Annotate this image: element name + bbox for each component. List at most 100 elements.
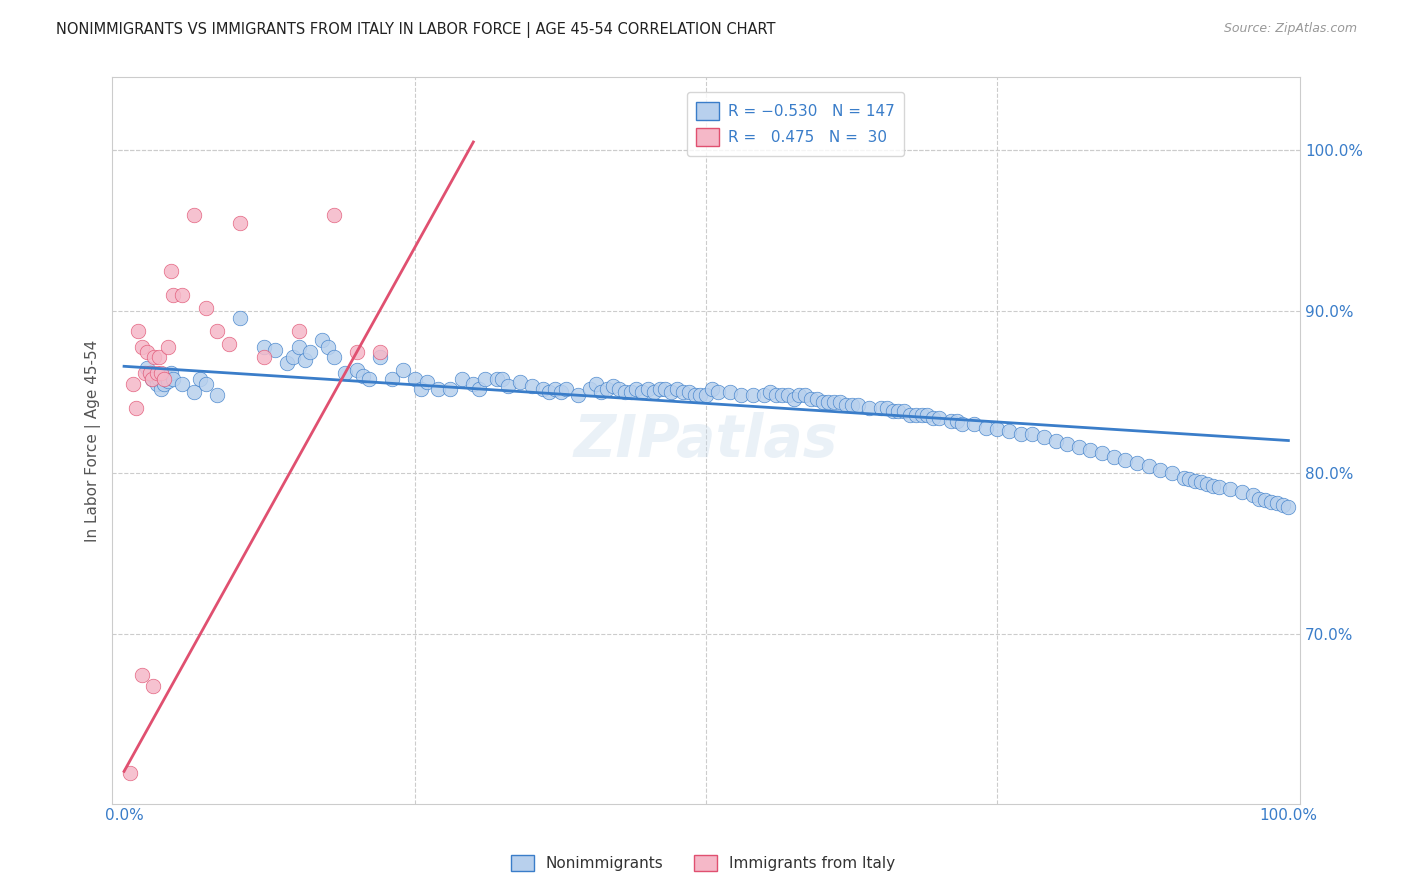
Point bbox=[882, 404, 904, 418]
Point bbox=[659, 385, 682, 400]
Point bbox=[368, 350, 391, 364]
Point bbox=[1067, 440, 1090, 454]
Point bbox=[654, 382, 676, 396]
Point bbox=[172, 288, 194, 302]
Point bbox=[416, 376, 439, 390]
Point bbox=[138, 366, 160, 380]
Point bbox=[1208, 480, 1230, 494]
Point bbox=[155, 369, 177, 384]
Point bbox=[183, 208, 205, 222]
Point bbox=[357, 372, 380, 386]
Point bbox=[294, 352, 316, 367]
Point bbox=[152, 377, 174, 392]
Point bbox=[567, 388, 589, 402]
Point bbox=[1219, 482, 1241, 496]
Point bbox=[1114, 453, 1136, 467]
Point bbox=[759, 385, 782, 400]
Point bbox=[194, 301, 217, 316]
Point bbox=[1265, 496, 1288, 510]
Point bbox=[631, 385, 654, 400]
Point bbox=[322, 208, 344, 222]
Point bbox=[945, 414, 967, 428]
Text: NONIMMIGRANTS VS IMMIGRANTS FROM ITALY IN LABOR FORCE | AGE 45-54 CORRELATION CH: NONIMMIGRANTS VS IMMIGRANTS FROM ITALY I… bbox=[56, 22, 776, 38]
Point bbox=[253, 350, 276, 364]
Point bbox=[730, 388, 752, 402]
Point bbox=[264, 343, 287, 358]
Point bbox=[287, 340, 309, 354]
Point bbox=[835, 398, 858, 412]
Point bbox=[823, 394, 845, 409]
Text: ZIPatlas: ZIPatlas bbox=[574, 412, 838, 469]
Point bbox=[870, 401, 893, 416]
Point bbox=[322, 350, 344, 364]
Point bbox=[1091, 446, 1114, 460]
Point bbox=[794, 388, 817, 402]
Point bbox=[1277, 500, 1299, 514]
Point bbox=[183, 385, 205, 400]
Point bbox=[602, 378, 624, 392]
Y-axis label: In Labor Force | Age 45-54: In Labor Force | Age 45-54 bbox=[86, 339, 101, 541]
Point bbox=[1149, 462, 1171, 476]
Point bbox=[910, 408, 932, 422]
Point bbox=[695, 388, 717, 402]
Point bbox=[986, 422, 1008, 436]
Point bbox=[585, 377, 607, 392]
Point bbox=[1241, 488, 1264, 502]
Point bbox=[1080, 443, 1102, 458]
Point bbox=[1126, 456, 1149, 470]
Point bbox=[1161, 466, 1184, 480]
Point bbox=[143, 350, 166, 364]
Point bbox=[450, 372, 472, 386]
Point bbox=[138, 366, 160, 380]
Point bbox=[776, 388, 799, 402]
Point bbox=[131, 340, 153, 354]
Point bbox=[1137, 459, 1160, 474]
Point bbox=[368, 344, 391, 359]
Point bbox=[131, 667, 153, 681]
Point bbox=[141, 372, 163, 386]
Point bbox=[162, 372, 184, 386]
Point bbox=[150, 366, 173, 380]
Point bbox=[287, 324, 309, 338]
Point bbox=[159, 264, 181, 278]
Point bbox=[537, 385, 560, 400]
Point bbox=[578, 382, 600, 396]
Point bbox=[678, 385, 700, 400]
Point bbox=[917, 408, 939, 422]
Point bbox=[427, 382, 450, 396]
Point bbox=[754, 388, 776, 402]
Point bbox=[689, 388, 711, 402]
Point bbox=[276, 356, 298, 370]
Point bbox=[817, 394, 839, 409]
Point bbox=[463, 377, 485, 392]
Point bbox=[148, 350, 170, 364]
Point bbox=[898, 408, 921, 422]
Point bbox=[346, 362, 368, 376]
Point bbox=[145, 377, 167, 392]
Point bbox=[1230, 485, 1253, 500]
Point bbox=[1045, 434, 1067, 448]
Point bbox=[672, 385, 695, 400]
Point bbox=[1010, 427, 1032, 442]
Point bbox=[1249, 491, 1271, 506]
Point bbox=[188, 372, 211, 386]
Point bbox=[544, 382, 567, 396]
Point bbox=[531, 382, 554, 396]
Point bbox=[904, 408, 927, 422]
Point bbox=[841, 398, 863, 412]
Point bbox=[1032, 430, 1054, 444]
Point bbox=[950, 417, 973, 432]
Point bbox=[409, 382, 432, 396]
Point bbox=[876, 401, 898, 416]
Point bbox=[491, 372, 513, 386]
Point bbox=[509, 376, 531, 390]
Point bbox=[770, 388, 793, 402]
Point bbox=[136, 344, 159, 359]
Point bbox=[718, 385, 741, 400]
Point bbox=[1260, 495, 1282, 509]
Point bbox=[765, 388, 787, 402]
Point bbox=[648, 382, 671, 396]
Point bbox=[683, 388, 706, 402]
Point bbox=[205, 324, 228, 338]
Point bbox=[1271, 498, 1294, 512]
